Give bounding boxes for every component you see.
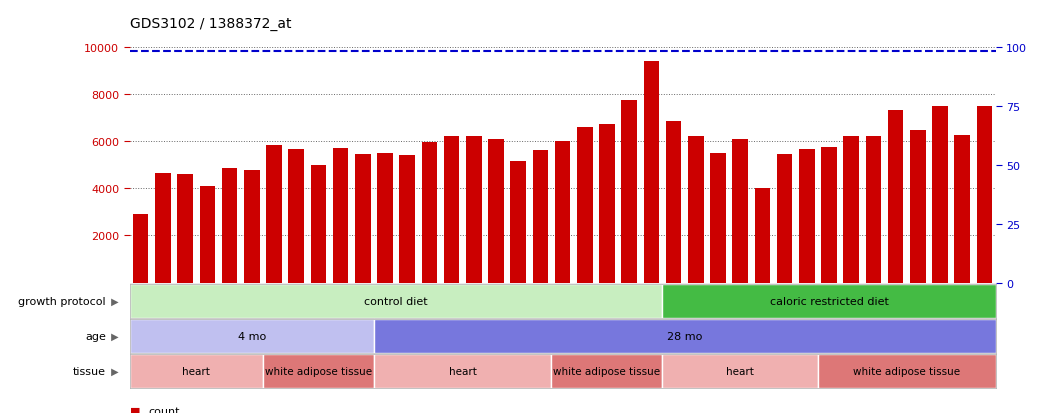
Bar <box>910 131 926 283</box>
Bar <box>732 139 748 283</box>
Bar <box>267 145 282 283</box>
Bar <box>577 128 592 283</box>
Bar <box>552 354 663 388</box>
Bar <box>663 284 996 318</box>
Bar <box>866 137 881 283</box>
Bar <box>755 189 770 283</box>
Bar <box>888 111 903 283</box>
Bar <box>133 215 148 283</box>
Text: tissue: tissue <box>73 366 106 376</box>
Text: control diet: control diet <box>364 296 428 306</box>
Text: ■: ■ <box>130 406 140 413</box>
Bar <box>954 136 970 283</box>
Bar <box>555 142 570 283</box>
Bar <box>777 154 792 283</box>
Bar <box>244 171 259 283</box>
Text: heart: heart <box>449 366 477 376</box>
Text: heart: heart <box>183 366 211 376</box>
Text: white adipose tissue: white adipose tissue <box>264 366 372 376</box>
Text: caloric restricted diet: caloric restricted diet <box>769 296 889 306</box>
Bar <box>374 354 552 388</box>
Bar <box>374 319 996 353</box>
Bar <box>821 147 837 283</box>
Bar <box>621 100 637 283</box>
Bar <box>288 150 304 283</box>
Bar <box>932 106 948 283</box>
Bar <box>422 143 438 283</box>
Bar <box>333 149 348 283</box>
Text: count: count <box>148 406 179 413</box>
Bar <box>466 137 481 283</box>
Bar <box>355 154 370 283</box>
Bar <box>130 284 663 318</box>
Bar <box>510 161 526 283</box>
Text: ▶: ▶ <box>108 366 118 376</box>
Bar <box>533 151 549 283</box>
Text: 4 mo: 4 mo <box>237 331 265 341</box>
Bar <box>156 173 171 283</box>
Text: age: age <box>85 331 106 341</box>
Bar <box>663 354 818 388</box>
Bar <box>199 186 215 283</box>
Bar <box>599 125 615 283</box>
Bar <box>262 354 374 388</box>
Bar <box>818 354 996 388</box>
Bar <box>222 169 237 283</box>
Bar <box>488 139 504 283</box>
Text: ▶: ▶ <box>108 296 118 306</box>
Bar <box>688 137 703 283</box>
Bar <box>800 150 815 283</box>
Bar <box>310 165 326 283</box>
Text: ▶: ▶ <box>108 331 118 341</box>
Bar <box>710 154 726 283</box>
Bar <box>130 319 374 353</box>
Bar <box>843 137 859 283</box>
Bar <box>977 106 992 283</box>
Bar <box>666 122 681 283</box>
Text: heart: heart <box>726 366 754 376</box>
Bar <box>377 154 393 283</box>
Bar <box>444 137 459 283</box>
Text: GDS3102 / 1388372_at: GDS3102 / 1388372_at <box>130 17 291 31</box>
Bar <box>177 175 193 283</box>
Bar <box>130 354 262 388</box>
Text: white adipose tissue: white adipose tissue <box>554 366 661 376</box>
Bar <box>399 156 415 283</box>
Text: growth protocol: growth protocol <box>19 296 106 306</box>
Text: 28 mo: 28 mo <box>667 331 702 341</box>
Text: white adipose tissue: white adipose tissue <box>853 366 960 376</box>
Bar <box>644 62 660 283</box>
